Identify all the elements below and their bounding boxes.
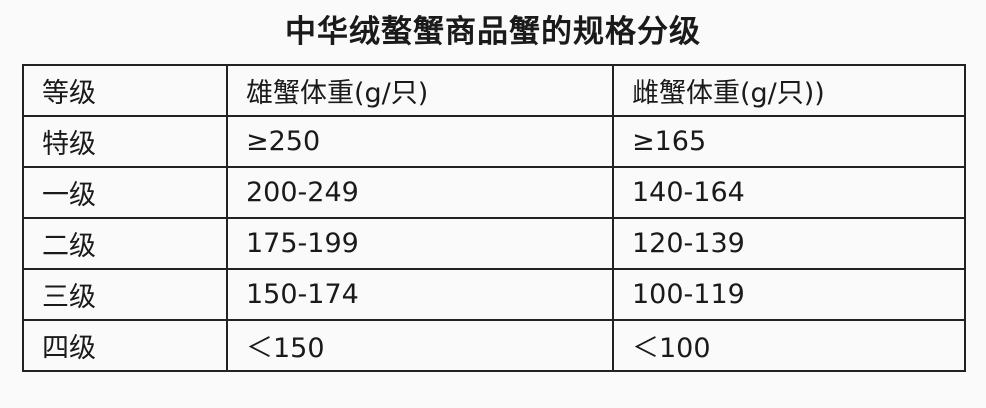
male-weight-cell: ≥250	[226, 115, 614, 168]
female-weight-cell: 120-139	[612, 217, 966, 270]
male-weight-cell: 200-249	[226, 166, 614, 219]
table-row: 特级 ≥250 ≥165	[22, 115, 966, 168]
table-row: 二级 175-199 120-139	[22, 217, 966, 270]
female-weight-cell: ≥165	[612, 115, 966, 168]
female-weight-cell: 140-164	[612, 166, 966, 219]
grade-table: 等级 雄蟹体重(g/只) 雌蟹体重(g/只)) 特级 ≥250 ≥165 一级 …	[22, 64, 966, 372]
header-female-weight: 雌蟹体重(g/只))	[612, 64, 966, 117]
table-header-row: 等级 雄蟹体重(g/只) 雌蟹体重(g/只))	[22, 64, 966, 117]
table-row: 一级 200-249 140-164	[22, 166, 966, 219]
male-weight-cell: ＜150	[226, 319, 614, 372]
grade-cell: 二级	[22, 217, 228, 270]
female-weight-cell: ＜100	[612, 319, 966, 372]
male-weight-cell: 175-199	[226, 217, 614, 270]
grade-cell: 四级	[22, 319, 228, 372]
grade-cell: 特级	[22, 115, 228, 168]
grade-cell: 一级	[22, 166, 228, 219]
header-grade: 等级	[22, 64, 228, 117]
table-title: 中华绒螯蟹商品蟹的规格分级	[285, 14, 701, 50]
table-row: 三级 150-174 100-119	[22, 268, 966, 321]
grade-cell: 三级	[22, 268, 228, 321]
table-row: 四级 ＜150 ＜100	[22, 319, 966, 372]
header-male-weight: 雄蟹体重(g/只)	[226, 64, 614, 117]
female-weight-cell: 100-119	[612, 268, 966, 321]
male-weight-cell: 150-174	[226, 268, 614, 321]
